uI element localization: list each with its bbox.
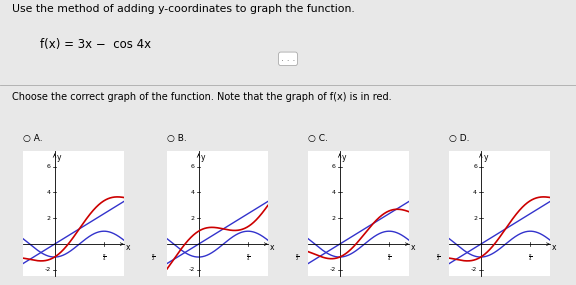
Text: 2: 2: [332, 216, 336, 221]
Text: x: x: [126, 243, 130, 252]
Text: Use the method of adding y-coordinates to graph the function.: Use the method of adding y-coordinates t…: [12, 4, 354, 14]
Text: -2: -2: [188, 268, 195, 272]
Text: ○ C.: ○ C.: [308, 133, 328, 142]
Text: 4: 4: [191, 190, 195, 195]
Text: x: x: [552, 243, 556, 252]
Text: x: x: [411, 243, 415, 252]
Text: Choose the correct graph of the function. Note that the graph of f(x) is in red.: Choose the correct graph of the function…: [12, 92, 391, 102]
Text: 6: 6: [191, 164, 195, 169]
Text: y: y: [342, 153, 347, 162]
Text: ○ A.: ○ A.: [23, 133, 43, 142]
Text: 2: 2: [191, 216, 195, 221]
Text: ○ B.: ○ B.: [167, 133, 187, 142]
Text: 4: 4: [473, 190, 477, 195]
Text: $\frac{\pi}{4}$: $\frac{\pi}{4}$: [387, 252, 391, 262]
Text: -2: -2: [44, 268, 51, 272]
Text: -2: -2: [471, 268, 477, 272]
Text: . . .: . . .: [281, 54, 295, 63]
Text: 2: 2: [47, 216, 51, 221]
Text: $\frac{\pi}{2}$: $\frac{\pi}{2}$: [295, 252, 300, 262]
Text: 2: 2: [473, 216, 477, 221]
Text: y: y: [483, 153, 488, 162]
Text: $\frac{\pi}{2}$: $\frac{\pi}{2}$: [151, 252, 156, 262]
Text: y: y: [57, 153, 62, 162]
Text: 4: 4: [47, 190, 51, 195]
Text: y: y: [201, 153, 206, 162]
Text: f(x) = 3x −  cos 4x: f(x) = 3x − cos 4x: [40, 38, 151, 51]
Text: 6: 6: [332, 164, 336, 169]
Text: 4: 4: [332, 190, 336, 195]
Text: x: x: [270, 243, 274, 252]
Text: -2: -2: [329, 268, 336, 272]
Text: ○ D.: ○ D.: [449, 133, 470, 142]
Text: $\frac{\pi}{4}$: $\frac{\pi}{4}$: [246, 252, 250, 262]
Text: $\frac{\pi}{4}$: $\frac{\pi}{4}$: [102, 252, 106, 262]
Text: 6: 6: [47, 164, 51, 169]
Text: 6: 6: [473, 164, 477, 169]
Text: $\frac{\pi}{4}$: $\frac{\pi}{4}$: [528, 252, 532, 262]
Text: $\frac{\pi}{2}$: $\frac{\pi}{2}$: [437, 252, 441, 262]
